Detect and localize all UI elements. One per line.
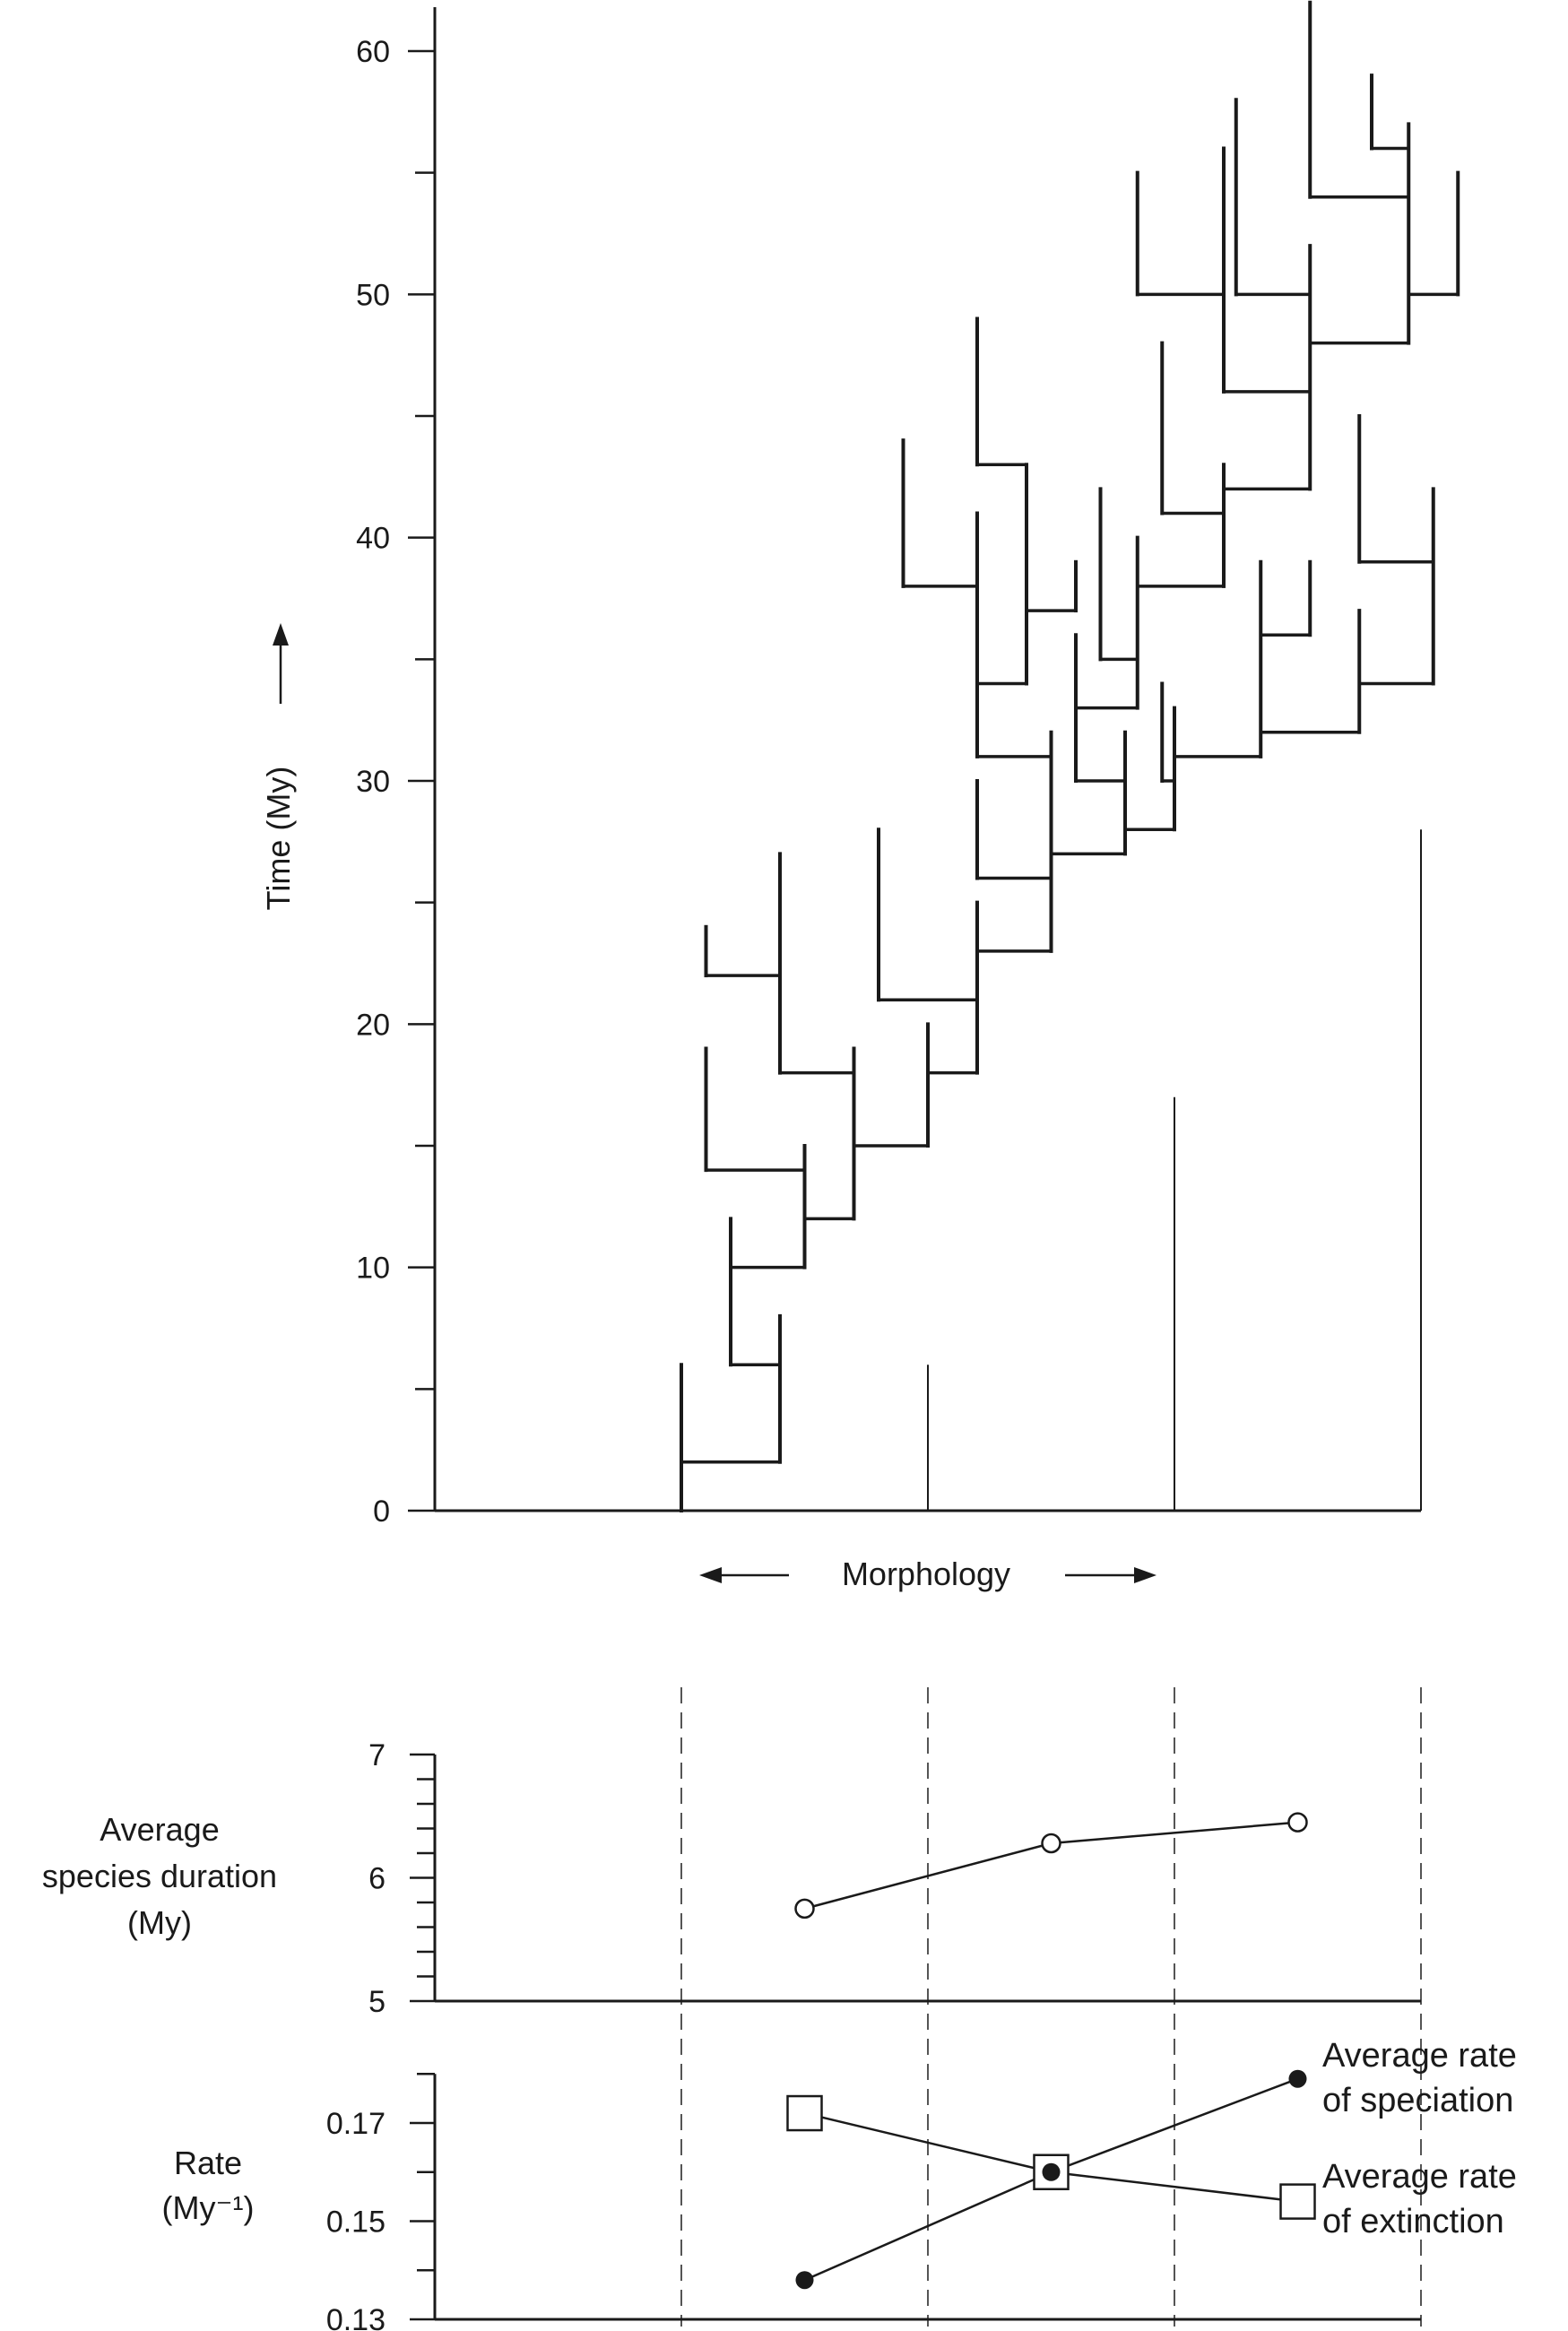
x-axis-right-arrow-head [1134,1567,1157,1583]
y-tick-label: 20 [356,1008,390,1042]
y-tick-label: 0 [373,1495,390,1529]
speciation-point [1042,2162,1061,2181]
extinction-point [1279,2183,1316,2220]
extinction-legend-label: Average rate [1322,2158,1517,2196]
extinction-legend-label: of extinction [1322,2203,1504,2240]
rate-y-axis-title: (My⁻¹) [162,2189,255,2226]
y-tick-label: 50 [356,278,390,312]
y-tick-label: 60 [356,35,390,69]
duration-y-tick-label: 7 [368,1738,386,1772]
rate-y-axis-title: Rate [174,2145,242,2181]
y-tick-label: 30 [356,765,390,799]
rate-y-tick-label: 0.13 [326,2303,386,2331]
duration-y-tick-label: 5 [368,1985,386,2019]
rate-y-tick-label: 0.17 [326,2107,386,2141]
extinction-point [786,2094,823,2132]
duration-point [1041,1833,1061,1854]
phylogeny-chart: 0 10 20 30 40 50 60 Time (My) Morphology [260,0,1460,1592]
duration-y-tick-label: 6 [368,1862,386,1896]
y-axis-arrow-head [273,623,289,646]
speciation-point [1288,2069,1307,2088]
species-duration-chart: 5 6 7 Average species duration (My) [42,1687,1422,2327]
speciation-point [795,2271,814,2290]
x-axis-left-arrow-head [699,1567,722,1583]
speciation-legend-label: of speciation [1322,2082,1513,2119]
rate-y-tick-label: 0.15 [326,2205,386,2240]
duration-y-axis-title: Average [100,1811,219,1848]
speciation-legend-label: Average rate [1322,2037,1517,2075]
x-axis-title: Morphology [842,1555,1010,1592]
y-axis-title: Time (My) [260,767,297,911]
extinction-point [1033,2153,1070,2190]
duration-point [794,1898,815,1919]
y-tick-label: 40 [356,522,390,556]
rate-chart: 0.13 0.15 0.17 Rate (My⁻¹) Average rate of spe… [162,2037,1517,2331]
y-tick-label: 10 [356,1252,390,1286]
duration-y-axis-title: species duration [42,1858,277,1894]
duration-point [1287,1812,1308,1833]
duration-y-axis-title: (My) [127,1904,192,1941]
